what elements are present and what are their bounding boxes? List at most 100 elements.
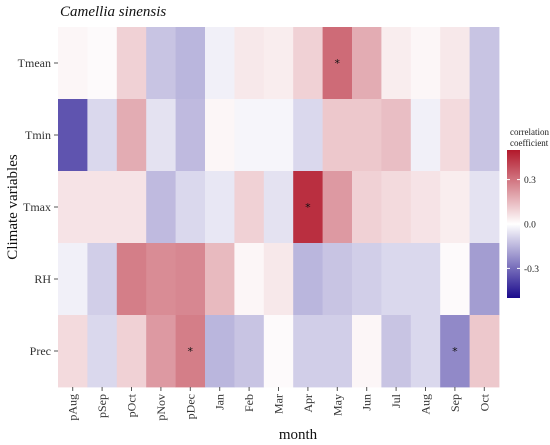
heatmap-cell-tmean-may <box>322 27 353 100</box>
x-tick-label-paug: pAug <box>66 394 80 421</box>
heatmap-cell-tmin-oct <box>469 99 500 172</box>
heatmap-cell-prec-pnov <box>146 315 176 388</box>
heatmap-cell-tmin-feb <box>234 99 265 172</box>
heatmap-cell-tmin-jan <box>205 99 235 172</box>
heatmap-cell-prec-feb <box>234 315 265 388</box>
heatmap-cell-tmin-aug <box>410 99 441 172</box>
heatmap-cell-tmax-mar <box>263 171 294 244</box>
x-tick-label-psep: pSep <box>95 394 109 418</box>
heatmap-cell-tmean-sep <box>440 27 470 100</box>
heatmap-cell-tmean-paug <box>58 27 88 100</box>
heatmap-cell-rh-pnov <box>146 243 176 316</box>
heatmap-cell-rh-sep <box>440 243 470 316</box>
significance-star-tmax-apr: * <box>305 201 311 214</box>
heatmap-cell-tmean-psep <box>87 27 118 100</box>
heatmap-cell-rh-jul <box>381 243 412 316</box>
heatmap-cell-rh-paug <box>58 243 88 316</box>
heatmap-cell-tmean-poct <box>116 27 147 100</box>
heatmap-cell-tmax-aug <box>410 171 441 244</box>
heatmap-cell-tmax-oct <box>469 171 500 244</box>
x-tick-label-apr: Apr <box>301 394 315 413</box>
heatmap-cell-prec-aug <box>410 315 441 388</box>
heatmap-cell-prec-pdec <box>175 315 206 388</box>
heatmap-cell-prec-jun <box>352 315 382 388</box>
heatmap-cell-rh-feb <box>234 243 265 316</box>
heatmap-cell-tmax-jan <box>205 171 235 244</box>
significance-markers: * * * * <box>188 57 459 358</box>
heatmap-cell-prec-sep <box>440 315 470 388</box>
heatmap-cell-tmax-sep <box>440 171 470 244</box>
significance-star-prec-pdec: * <box>188 345 194 358</box>
y-tick-label-tmax: Tmax <box>23 200 51 214</box>
heatmap-cell-tmax-jun <box>352 171 382 244</box>
heatmap-cells <box>58 27 500 388</box>
heatmap-cell-rh-jun <box>352 243 382 316</box>
heatmap-cell-tmin-apr <box>293 99 323 172</box>
heatmap-cell-tmean-jul <box>381 27 412 100</box>
y-axis-title: Climate variables <box>5 154 21 260</box>
heatmap-cell-rh-psep <box>87 243 118 316</box>
x-tick-label-aug: Aug <box>419 394 433 415</box>
heatmap-cell-tmin-psep <box>87 99 118 172</box>
heatmap-cell-tmax-pdec <box>175 171 206 244</box>
y-tick-label-tmin: Tmin <box>25 128 51 142</box>
heatmap-cell-tmin-jul <box>381 99 412 172</box>
y-tick-label-prec: Prec <box>30 344 51 358</box>
heatmap-cell-tmean-aug <box>410 27 441 100</box>
heatmap-cell-rh-mar <box>263 243 294 316</box>
heatmap-cell-tmax-may <box>322 171 353 244</box>
x-tick-label-pnov: pNov <box>154 394 168 421</box>
heatmap-cell-rh-apr <box>293 243 323 316</box>
colorbar-title-line1: correlation <box>510 127 549 137</box>
heatmap-cell-tmin-paug <box>58 99 88 172</box>
heatmap-cell-tmax-psep <box>87 171 118 244</box>
x-tick-label-may: May <box>330 394 344 416</box>
heatmap-cell-rh-may <box>322 243 353 316</box>
x-tick-label-jun: Jun <box>360 394 374 411</box>
heatmap-cell-rh-oct <box>469 243 500 316</box>
heatmap-cell-tmean-jan <box>205 27 235 100</box>
heatmap-cell-tmin-poct <box>116 99 147 172</box>
heatmap-cell-tmax-pnov <box>146 171 176 244</box>
heatmap-cell-tmin-pdec <box>175 99 206 172</box>
x-axis-title: month <box>279 427 318 443</box>
x-axis-ticks: pAug pSep pOct pNov pDec Jan Feb Mar Apr May Jun Ju… <box>66 387 491 421</box>
x-tick-label-mar: Mar <box>272 394 286 414</box>
x-tick-label-pdec: pDec <box>183 394 197 419</box>
heatmap-cell-prec-psep <box>87 315 118 388</box>
x-tick-label-jan: Jan <box>213 394 227 410</box>
y-axis-ticks: Tmean Tmin Tmax RH Prec <box>18 56 58 358</box>
heatmap-cell-rh-jan <box>205 243 235 316</box>
chart-title: Camellia sinensis <box>60 4 166 20</box>
heatmap-cell-tmax-poct <box>116 171 147 244</box>
heatmap-cell-tmax-apr <box>293 171 323 244</box>
colorbar-ticks: 0.3 0.0 -0.3 <box>507 176 539 275</box>
x-tick-label-jul: Jul <box>389 393 403 408</box>
heatmap-cell-tmean-pnov <box>146 27 176 100</box>
heatmap-cell-prec-apr <box>293 315 323 388</box>
heatmap-cell-rh-aug <box>410 243 441 316</box>
heatmap-cell-prec-poct <box>116 315 147 388</box>
heatmap-cell-tmean-feb <box>234 27 265 100</box>
heatmap-cell-rh-poct <box>116 243 147 316</box>
heatmap-cell-prec-paug <box>58 315 88 388</box>
x-tick-label-sep: Sep <box>448 394 462 412</box>
heatmap-cell-tmean-jun <box>352 27 382 100</box>
y-tick-label-rh: RH <box>34 272 51 286</box>
heatmap-cell-tmin-mar <box>263 99 294 172</box>
colorbar-title-line2: coefficient <box>510 138 549 148</box>
colorbar-gradient <box>507 150 520 298</box>
x-tick-label-feb: Feb <box>242 394 256 412</box>
heatmap-cell-tmean-pdec <box>175 27 206 100</box>
colorbar-tick-label-0: 0.3 <box>524 176 536 186</box>
x-tick-label-oct: Oct <box>477 393 491 411</box>
heatmap-cell-prec-mar <box>263 315 294 388</box>
heatmap-cell-tmax-feb <box>234 171 265 244</box>
colorbar-tick-label-2: -0.3 <box>524 265 539 275</box>
heatmap-cell-tmin-sep <box>440 99 470 172</box>
significance-star-prec-sep: * <box>452 345 458 358</box>
heatmap-cell-rh-pdec <box>175 243 206 316</box>
heatmap-cell-tmean-mar <box>263 27 294 100</box>
